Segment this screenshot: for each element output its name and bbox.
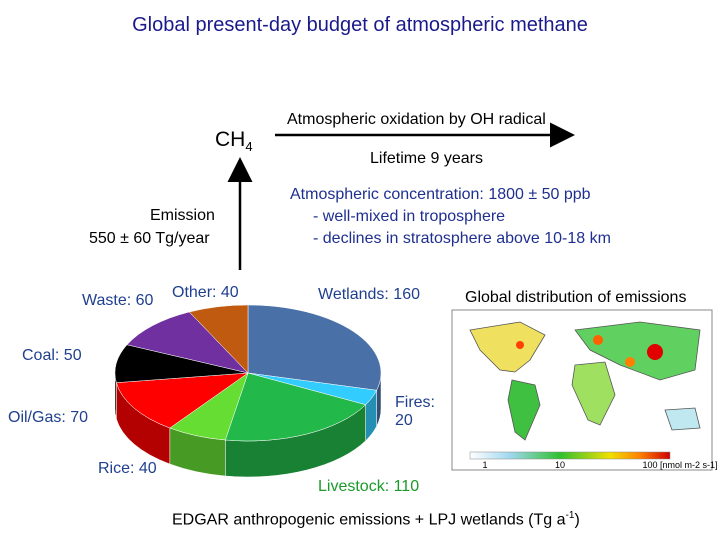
caption-sup: -1 xyxy=(565,510,575,521)
map: 1 10 100 [nmol m-2 s-1] xyxy=(451,309,718,471)
emission-value: 550 ± 60 Tg/year xyxy=(89,230,210,247)
scale-tick: 1 xyxy=(482,460,487,470)
concentration: Atmospheric concentration: 1800 ± 50 ppb xyxy=(290,186,591,203)
pie-label: Coal: 50 xyxy=(22,347,82,364)
title: Global present-day budget of atmospheric… xyxy=(132,14,588,36)
pie-label: Livestock: 110 xyxy=(318,478,420,495)
africa xyxy=(571,361,616,426)
concentration: - well-mixed in troposphere xyxy=(313,208,506,225)
hotspot xyxy=(647,344,663,360)
hotspot xyxy=(516,341,524,349)
australia xyxy=(664,407,701,431)
pie xyxy=(114,304,382,478)
pie-label: Fires: 20 xyxy=(395,394,435,429)
pie-label: Wetlands: 160 xyxy=(318,286,420,303)
caption-end: ) xyxy=(574,511,580,529)
pie-slice xyxy=(126,311,249,374)
scale-tick: 100 xyxy=(642,460,657,470)
ch4: CH4 xyxy=(215,128,253,154)
north-america xyxy=(469,321,546,373)
caption: EDGAR anthropogenic emissions + LPJ wetl… xyxy=(172,510,580,529)
emission-label: Emission xyxy=(150,207,215,224)
map-title: Global distribution of emissions xyxy=(465,289,687,306)
pie-slice xyxy=(247,304,382,391)
scale-tick: 10 xyxy=(555,460,565,470)
scale-unit: [nmol m-2 s-1] xyxy=(660,460,718,470)
ch4-base: CH xyxy=(215,128,246,151)
lifetime: Lifetime 9 years xyxy=(370,150,483,167)
pie-slice xyxy=(188,304,249,374)
concentration: - declines in stratosphere above 10-18 k… xyxy=(313,230,611,247)
pie-label: Other: 40 xyxy=(172,284,239,301)
pie-slice xyxy=(116,372,249,429)
hotspot xyxy=(625,357,635,367)
eurasia xyxy=(574,321,701,381)
ch4-sub: 4 xyxy=(245,139,253,155)
pie-label: Rice: 40 xyxy=(98,460,157,477)
oxidation: Atmospheric oxidation by OH radical xyxy=(287,111,546,128)
hotspot xyxy=(593,335,603,345)
pie-label: Oil/Gas: 70 xyxy=(8,409,89,426)
pie-label: Waste: 60 xyxy=(82,292,154,309)
colorbar xyxy=(469,451,671,460)
pie-slice xyxy=(224,372,367,442)
caption-main: EDGAR anthropogenic emissions + LPJ wetl… xyxy=(172,511,566,529)
south-america xyxy=(507,379,541,441)
